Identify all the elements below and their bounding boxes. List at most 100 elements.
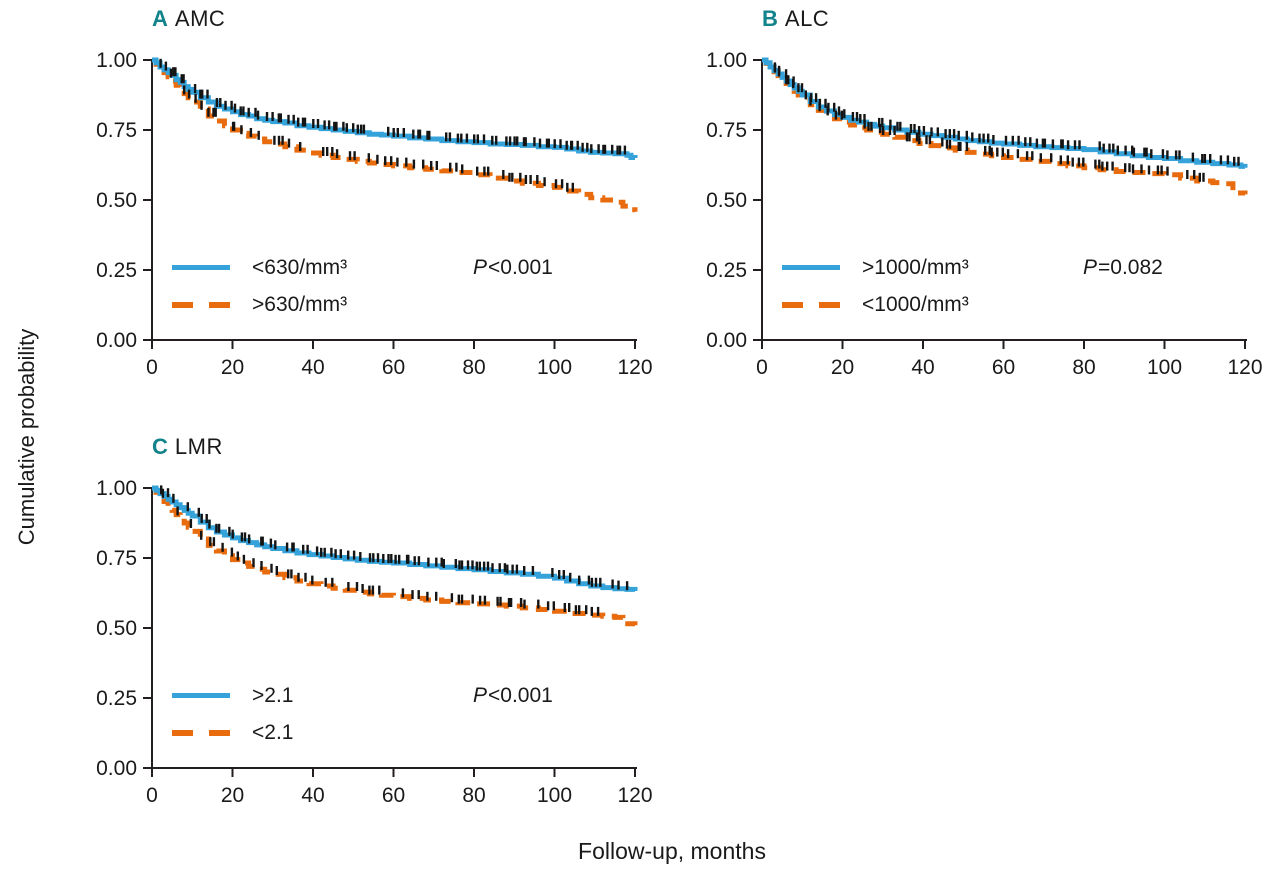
km-curve-dashed xyxy=(762,57,1248,196)
censor-tick xyxy=(576,140,579,150)
censor-tick xyxy=(292,114,295,124)
censor-tick xyxy=(503,563,507,573)
censor-tick xyxy=(509,598,513,607)
censor-tick xyxy=(402,128,405,137)
censor-tick xyxy=(412,129,415,139)
censor-tick xyxy=(565,140,568,150)
censor-tick xyxy=(1066,140,1070,150)
x-axis-label: Follow-up, months xyxy=(578,838,766,864)
censor-tick xyxy=(506,564,509,574)
censor-tick xyxy=(219,98,222,107)
censor-tick xyxy=(390,554,393,563)
y-tick-label: 0.75 xyxy=(96,547,137,570)
censor-tick xyxy=(243,532,247,542)
censor-tick xyxy=(345,123,348,133)
censor-tick xyxy=(554,179,558,189)
censor-tick xyxy=(352,550,356,560)
censor-tick xyxy=(499,596,502,606)
censor-tick xyxy=(315,546,319,556)
censor-tick xyxy=(587,575,591,585)
censor-tick xyxy=(279,113,282,123)
censor-tick xyxy=(1106,161,1109,171)
censor-tick xyxy=(378,585,381,595)
x-tick-label: 40 xyxy=(301,356,324,379)
panel-c-letter: C xyxy=(152,434,168,459)
censor-tick xyxy=(881,126,885,135)
censor-tick xyxy=(239,106,242,116)
censor-tick xyxy=(450,593,454,603)
censor-tick xyxy=(1145,147,1148,157)
censor-tick xyxy=(230,547,234,557)
y-tick-label: 0.75 xyxy=(96,119,137,142)
y-tick-label: 0.25 xyxy=(96,259,137,282)
censor-tick xyxy=(316,119,320,128)
censor-tick xyxy=(889,119,892,129)
censor-tick xyxy=(257,130,260,140)
censor-tick xyxy=(205,514,208,523)
censor-tick xyxy=(843,109,846,119)
km-curve-solid xyxy=(152,485,638,592)
censor-tick xyxy=(304,572,307,582)
censor-tick xyxy=(323,547,326,557)
censor-tick xyxy=(496,596,499,606)
x-tick-label: 40 xyxy=(301,784,324,807)
censor-tick xyxy=(784,69,788,79)
censor-tick xyxy=(1186,170,1189,179)
censor-tick xyxy=(160,485,163,495)
censor-tick xyxy=(491,563,494,573)
censor-tick xyxy=(324,577,327,587)
censor-tick xyxy=(1050,153,1053,163)
censor-tick xyxy=(401,588,405,598)
censor-tick xyxy=(200,100,203,110)
censor-tick xyxy=(176,506,179,516)
censor-tick xyxy=(335,121,338,131)
censor-tick xyxy=(1059,155,1062,165)
censor-tick xyxy=(212,537,216,547)
censor-tick xyxy=(560,179,564,189)
censor-tick xyxy=(209,537,212,547)
censor-tick xyxy=(515,564,519,574)
censor-tick xyxy=(867,121,870,131)
censor-tick xyxy=(487,166,490,176)
censor-tick xyxy=(965,130,968,140)
censor-tick xyxy=(435,591,438,601)
censor-tick xyxy=(1035,138,1039,148)
km-plot-b: 1.00 0.75 0.50 0.25 0.00 0 20 40 60 80 100 120 xyxy=(706,49,1262,379)
censor-tick xyxy=(164,61,168,71)
censor-tick xyxy=(327,120,331,130)
legend-line-dashed xyxy=(172,302,230,308)
censor-tick xyxy=(818,102,821,112)
censor-tick xyxy=(508,172,511,182)
p-value: P<0.001 xyxy=(473,256,553,280)
censor-tick xyxy=(1178,150,1181,160)
censor-tick xyxy=(773,63,777,73)
censor-tick xyxy=(899,121,902,131)
censor-tick xyxy=(166,488,170,498)
censor-tick xyxy=(405,157,408,167)
censor-tick xyxy=(519,598,523,607)
censor-tick xyxy=(597,144,600,154)
legend-label-dashed: <2.1 xyxy=(252,721,294,744)
censor-tick xyxy=(491,135,494,145)
p-value: P=0.082 xyxy=(1083,256,1163,280)
y-tick-label: 1.00 xyxy=(706,49,747,72)
censor-tick xyxy=(1060,139,1063,149)
censor-tick xyxy=(483,166,486,176)
km-curve-dashed xyxy=(152,485,638,627)
censor-tick xyxy=(878,124,882,133)
y-tick-label: 0.00 xyxy=(706,329,747,352)
censor-tick xyxy=(435,161,438,170)
panel-b: B ALC 1.00 0.75 0.50 0.25 0.00 0 20 40 60 80 100 120… xyxy=(698,0,1280,400)
censor-tick xyxy=(174,67,177,77)
censor-tick xyxy=(390,156,393,166)
censor-tick xyxy=(1071,157,1074,167)
censor-tick xyxy=(545,138,549,148)
censor-tick xyxy=(505,136,508,146)
censor-tick xyxy=(863,119,866,129)
panel-c-title: C LMR xyxy=(152,434,223,460)
censor-tick xyxy=(382,554,385,563)
censor-tick xyxy=(1111,161,1114,171)
censor-tick xyxy=(777,67,781,77)
censor-tick xyxy=(449,162,452,172)
censor-tick xyxy=(326,147,329,156)
